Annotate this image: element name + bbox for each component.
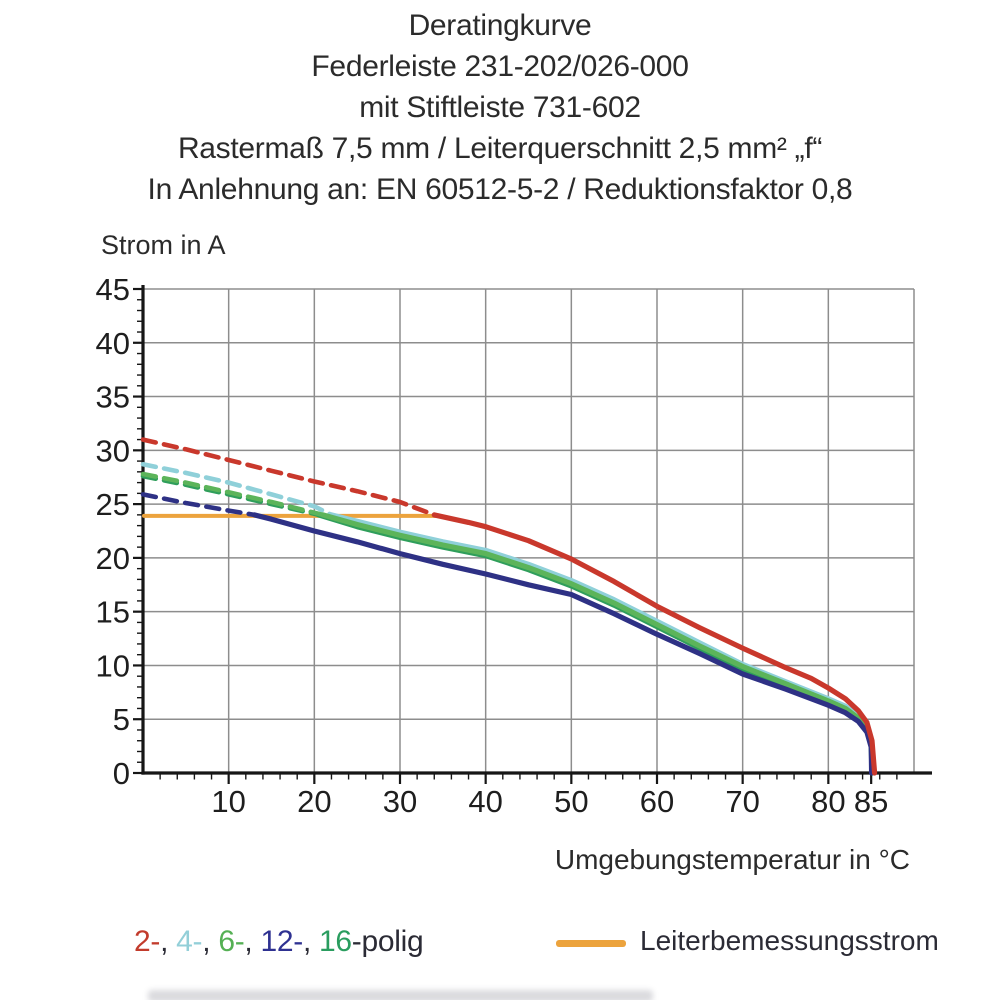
legend-pole-12: 12- [260,925,303,958]
y-tick-label: 15 [96,595,130,630]
title-line-2: Federleiste 231-202/026-000 [311,50,689,83]
curve-12-polig-solid [251,512,875,776]
x-tick-label: 10 [211,784,245,819]
curve-6-polig-dashed [140,471,326,518]
title-line-1: Deratingkurve [408,9,592,42]
legend-pole-4: 4- [176,925,203,958]
y-tick-label: 0 [113,756,130,791]
legend-reference: Leiterbemessungsstrom [556,925,939,957]
x-tick-label: 20 [297,784,331,819]
x-tick-label: 80 [811,784,845,819]
legend-pole-2: 2- [134,925,161,958]
y-tick-label: 10 [96,648,130,683]
title-line-5: In Anlehnung an: EN 60512-5-2 / Reduktio… [147,173,853,206]
reference-line-swatch [556,939,626,947]
title-line-3: mit Stiftleiste 731-602 [359,91,641,124]
x-tick-label: 85 [854,784,888,819]
chart-title-block: Deratingkurve Federleiste 231-202/026-00… [0,5,1000,210]
x-tick-label: 70 [725,784,759,819]
legend-separator: , [302,925,320,958]
y-tick-label: 5 [113,702,130,737]
legend-suffix-polig: -polig [351,925,424,958]
legend-pole-6: 6- [218,925,245,958]
curve-12-polig-dashed [140,492,257,518]
curve-4-polig-dashed [140,461,334,518]
curve-2-polig-dashed [140,437,437,518]
curve-2-polig-solid [431,512,878,776]
x-tick-label: 30 [383,784,417,819]
x-tick-label: 40 [468,784,502,819]
legend-separator: , [244,925,261,958]
derating-line-chart: 0 5 10 15 20 25 30 35 40 45 10 20 30 40 50 60 70 80 85 [96,272,932,819]
y-axis-title: Strom in A [101,230,226,260]
cropped-bottom-artifact [148,990,653,1000]
y-tick-label: 45 [96,272,130,307]
legend-separator: , [202,925,219,958]
reference-line-label: Leiterbemessungsstrom [640,925,939,956]
legend-pole-16: 16 [319,925,352,958]
legend-poles: 2-, 4-, 6-, 12-, 16-polig [134,925,424,959]
y-tick-label: 30 [96,433,130,468]
y-tick-label: 25 [96,487,130,522]
x-axis-title: Umgebungstemperatur in °C [554,844,910,875]
y-tick-label: 35 [96,380,130,415]
y-tick-label: 40 [96,326,130,361]
curve-4-polig-solid [328,512,876,776]
x-tick-label: 60 [640,784,674,819]
legend-separator: , [160,925,177,958]
title-line-4: Rastermaß 7,5 mm / Leiterquerschnitt 2,5… [177,132,823,165]
x-tick-label: 50 [554,784,588,819]
y-tick-label: 20 [96,541,130,576]
